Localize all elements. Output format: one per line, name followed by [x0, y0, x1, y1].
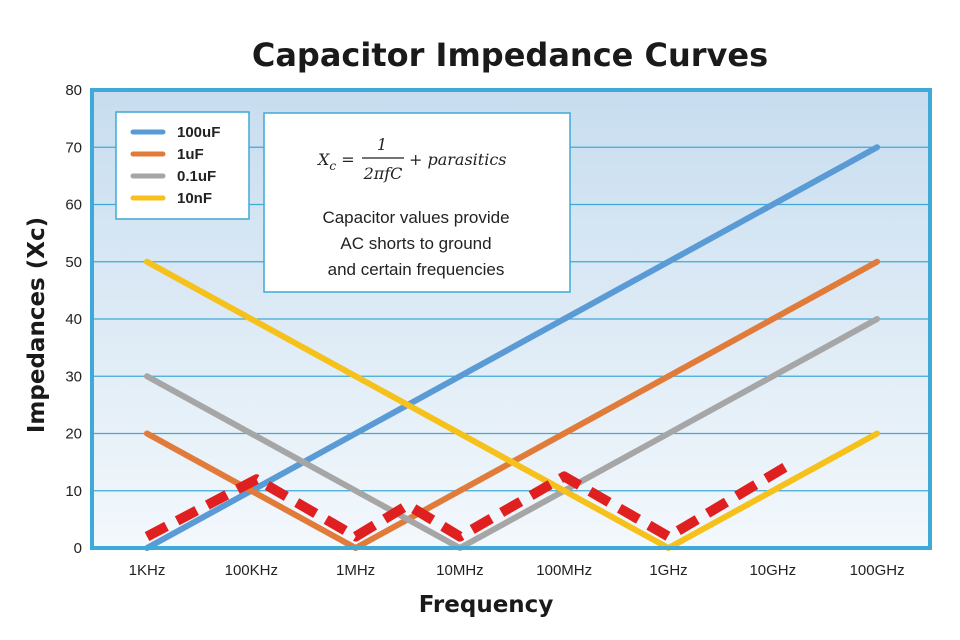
y-tick-label: 70 [65, 139, 82, 156]
x-tick-label: 100KHz [225, 562, 278, 579]
x-tick-label: 100GHz [850, 562, 905, 579]
formula-parasitics: + parasitics [409, 150, 507, 169]
y-tick-label: 30 [65, 368, 82, 385]
formula-lhs: X [316, 150, 330, 169]
x-tick-label: 1KHz [129, 562, 166, 579]
y-tick-label: 40 [65, 311, 82, 328]
annotation-line-3: and certain frequencies [328, 260, 505, 279]
legend-label-0.1uF: 0.1uF [177, 168, 216, 185]
y-tick-label: 50 [65, 254, 82, 271]
annotation-line-1: Capacitor values provide [322, 208, 509, 227]
chart-title: Capacitor Impedance Curves [252, 36, 768, 74]
legend-label-1uF: 1uF [177, 146, 204, 163]
annotation: Xc = 1 2πfC + parasitics Capacitor value… [263, 112, 571, 293]
combined-impedance-dashed-line [144, 457, 797, 542]
legend-label-100uF: 100uF [177, 124, 220, 141]
x-tick-label: 10GHz [749, 562, 796, 579]
y-tick-label: 10 [65, 483, 82, 500]
combined-impedance-line [144, 457, 797, 542]
annotation-line-2: AC shorts to ground [340, 234, 491, 253]
series-line-100uF [144, 144, 881, 551]
formula-numerator: 1 [377, 135, 387, 154]
x-tick-label: 1GHz [649, 562, 687, 579]
y-tick-label: 80 [65, 82, 82, 99]
legend: 100uF 1uF 0.1uF 10nF [115, 111, 250, 220]
y-tick-labels: 0 10 20 30 40 50 60 70 80 [65, 82, 82, 557]
plot-border [90, 88, 932, 550]
x-tick-label: 10MHz [436, 562, 484, 579]
formula: Xc = 1 2πfC + parasitics [316, 135, 507, 183]
y-tick-label: 60 [65, 197, 82, 214]
y-tick-label: 0 [74, 540, 82, 557]
annotation-box [263, 112, 571, 293]
x-tick-label: 1MHz [336, 562, 375, 579]
x-tick-label: 100MHz [536, 562, 592, 579]
x-tick-labels: 1KHz 100KHz 1MHz 10MHz 100MHz 1GHz 10GHz 100GHz [129, 562, 905, 579]
svg-text:Xc =: Xc = [316, 150, 355, 173]
formula-subscript: c [329, 159, 336, 173]
x-axis-label: Frequency [419, 592, 554, 618]
y-tick-label: 20 [65, 426, 82, 443]
formula-denominator: 2πfC [363, 164, 403, 183]
legend-label-10nF: 10nF [177, 190, 212, 207]
y-axis-label: Impedances (Xc) [24, 217, 50, 433]
